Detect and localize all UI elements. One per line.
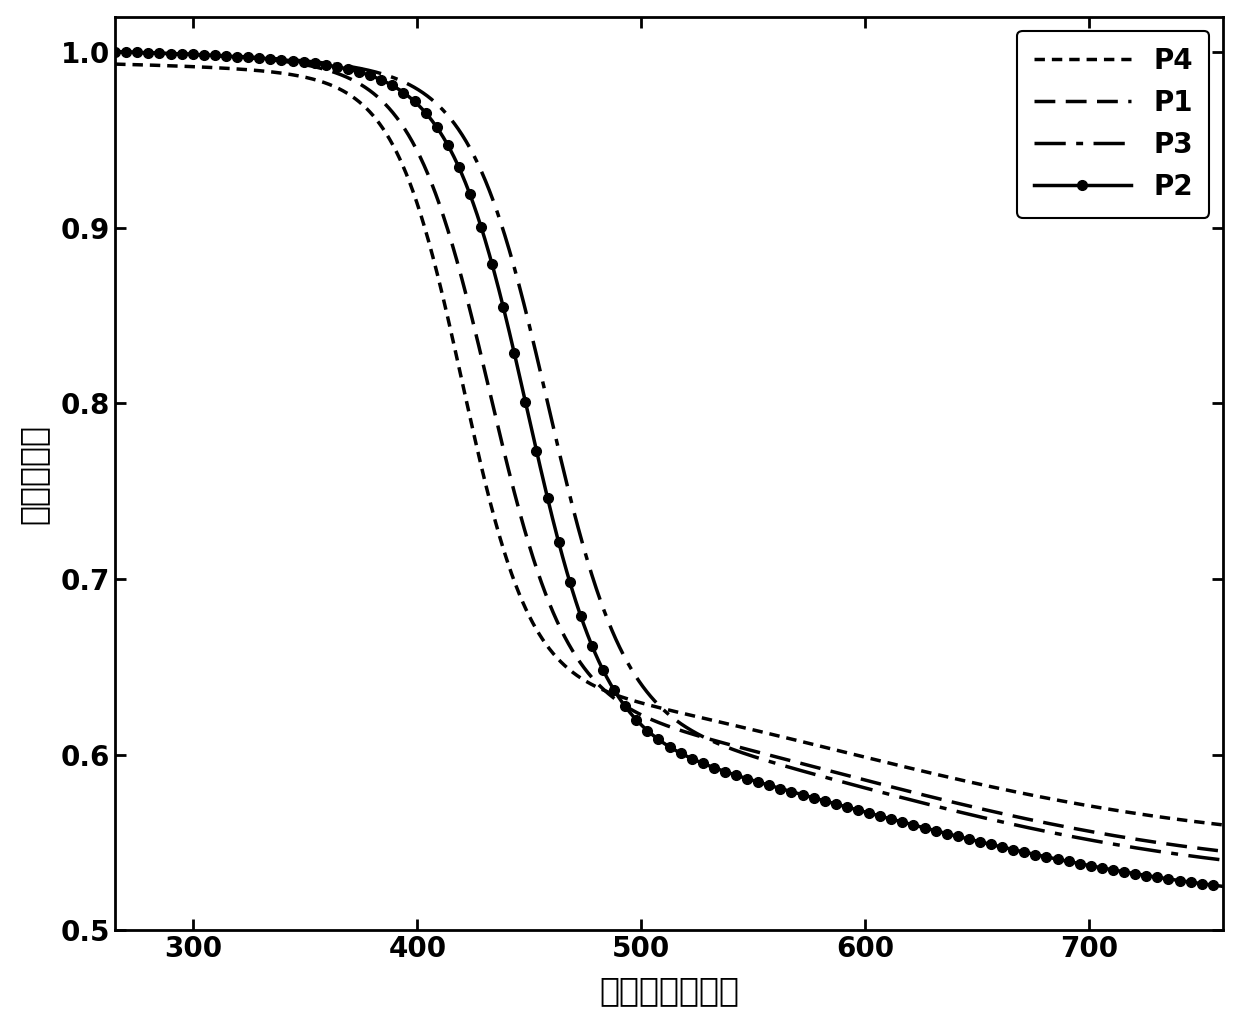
P2 (618, 699, 632, 712)
X-axis label: 温度（摄氏度）: 温度（摄氏度） (599, 974, 739, 1008)
P4 (618, 692, 632, 705)
P1 (618, 699, 632, 712)
P1 (164, 47, 179, 59)
Line: P4: P4 (115, 65, 1224, 825)
P3 (1183, 850, 1198, 862)
Y-axis label: 失重百分比: 失重百分比 (16, 424, 50, 523)
P3 (108, 46, 123, 58)
P4 (1216, 819, 1231, 831)
P1 (1183, 841, 1198, 853)
P4 (646, 700, 661, 713)
Line: P1: P1 (115, 52, 1224, 851)
P2 (108, 46, 123, 58)
P1 (981, 804, 996, 816)
P2 (1184, 877, 1199, 889)
P2 (1183, 876, 1198, 888)
P4 (1183, 815, 1198, 827)
P4 (1184, 815, 1199, 827)
Line: P2: P2 (110, 47, 1228, 891)
P2 (981, 838, 996, 850)
P1 (108, 46, 123, 58)
P2 (1216, 881, 1231, 893)
P2 (164, 47, 179, 59)
P4 (981, 780, 996, 793)
P4 (164, 59, 179, 72)
P3 (618, 651, 632, 664)
Legend: P4, P1, P3, P2: P4, P1, P3, P2 (1017, 31, 1209, 217)
P3 (1216, 854, 1231, 866)
P1 (1216, 845, 1231, 857)
P4 (108, 58, 123, 71)
P2 (646, 730, 661, 742)
P3 (1184, 850, 1199, 862)
P3 (164, 47, 179, 59)
P3 (646, 694, 661, 707)
Line: P3: P3 (115, 52, 1224, 860)
P3 (981, 812, 996, 824)
P1 (1184, 841, 1199, 853)
P1 (646, 715, 661, 727)
